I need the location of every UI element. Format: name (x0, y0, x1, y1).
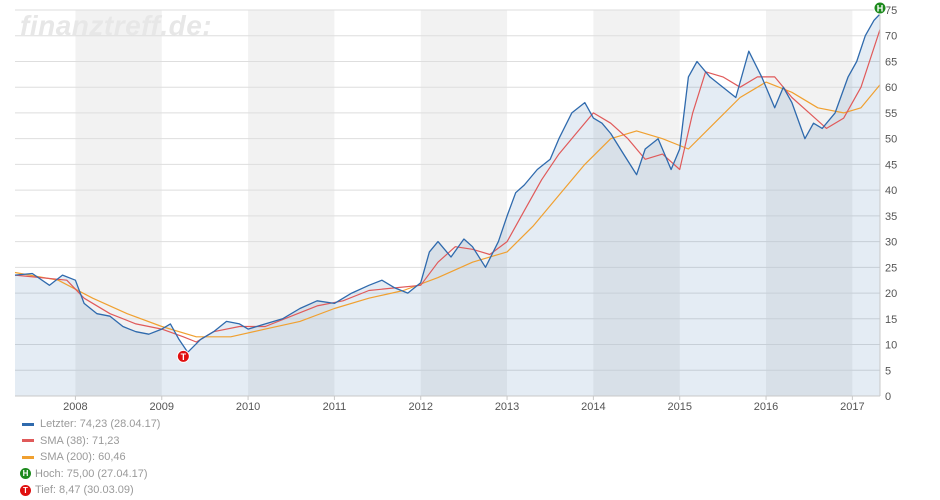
x-tick-label-2011: 2011 (323, 401, 347, 413)
x-tick-label-2010: 2010 (236, 401, 260, 413)
year-band-2008 (75, 10, 162, 396)
legend-label-high: Hoch: 75,00 (27.04.17) (35, 467, 148, 480)
low-marker-dot (176, 349, 190, 363)
y-tick-label-50: 50 (885, 134, 897, 146)
y-tick-label-75: 75 (885, 5, 897, 17)
axes (15, 10, 881, 397)
x-tick-label-2013: 2013 (495, 401, 519, 413)
legend-swatch-sma38 (22, 439, 34, 443)
high-marker: H (873, 1, 887, 15)
legend: Letzter: 74,23 (28.04.17) SMA (38): 71,2… (20, 416, 160, 499)
y-tick-label-65: 65 (885, 56, 897, 68)
legend-label-sma38: SMA (38): 71,23 (40, 434, 120, 447)
legend-label-last: Letzter: 74,23 (28.04.17) (40, 418, 161, 431)
year-band-2010 (248, 10, 335, 396)
low-marker: T (176, 349, 190, 363)
y-tick-label-35: 35 (885, 211, 897, 223)
year-band-2012 (420, 10, 508, 396)
y-tick-label-30: 30 (885, 237, 897, 249)
legend-swatch-sma200 (22, 455, 34, 459)
legend-swatch-last (22, 422, 34, 426)
high-low-markers: HT (176, 1, 887, 363)
legend-item-high: H Hoch: 75,00 (27.04.17) (20, 466, 160, 483)
y-tick-label-15: 15 (885, 314, 897, 326)
y-tick-label-20: 20 (885, 288, 897, 300)
legend-item-low: T Tief: 8,47 (30.03.09) (20, 482, 160, 499)
sma200-line (14, 81, 881, 338)
y-tick-label-45: 45 (885, 159, 897, 171)
y-tick-label-70: 70 (885, 31, 897, 43)
x-tick-label-2014: 2014 (581, 401, 605, 413)
year-band-2016 (766, 10, 853, 396)
x-tick-label-2017: 2017 (840, 401, 864, 413)
price-area-fill (15, 14, 880, 396)
y-tick-label-55: 55 (885, 108, 897, 120)
high-marker-label: H (877, 4, 884, 14)
y-tick-label-10: 10 (885, 340, 897, 352)
price-line (14, 13, 881, 353)
low-marker-icon: T (20, 484, 31, 496)
price-area (15, 14, 880, 396)
legend-item-sma200: SMA (200): 60,46 (22, 449, 160, 466)
y-tick-label-0: 0 (885, 391, 891, 403)
series-lines (14, 13, 881, 353)
high-marker-dot (873, 1, 887, 15)
x-tick-label-2008: 2008 (63, 401, 87, 413)
year-band-2014 (593, 10, 680, 396)
low-marker-label: T (181, 352, 187, 362)
x-tick-label-2016: 2016 (754, 401, 778, 413)
y-tick-label-5: 5 (885, 365, 891, 377)
legend-item-last: Letzter: 74,23 (28.04.17) (22, 416, 160, 433)
y-tick-label-60: 60 (885, 82, 897, 94)
sma38-line (14, 29, 881, 343)
legend-label-sma200: SMA (200): 60,46 (40, 451, 126, 464)
y-tick-label-25: 25 (885, 262, 897, 274)
x-tick-label-2012: 2012 (408, 401, 432, 413)
x-tick-label-2015: 2015 (667, 401, 691, 413)
tick-labels: 0 5 10 15 20 25 30 35 40 45 50 55 60 65 70 75 2008 2009 20… (63, 5, 897, 413)
legend-item-sma38: SMA (38): 71,23 (22, 433, 160, 450)
watermark-logo: finanztreff.de: (20, 10, 213, 41)
y-tick-label-40: 40 (885, 185, 897, 197)
legend-label-low: Tief: 8,47 (30.03.09) (35, 484, 134, 497)
x-tick-label-2009: 2009 (150, 401, 174, 413)
high-marker-icon: H (20, 468, 31, 480)
gridlines (15, 9, 880, 397)
year-bands (75, 10, 853, 396)
